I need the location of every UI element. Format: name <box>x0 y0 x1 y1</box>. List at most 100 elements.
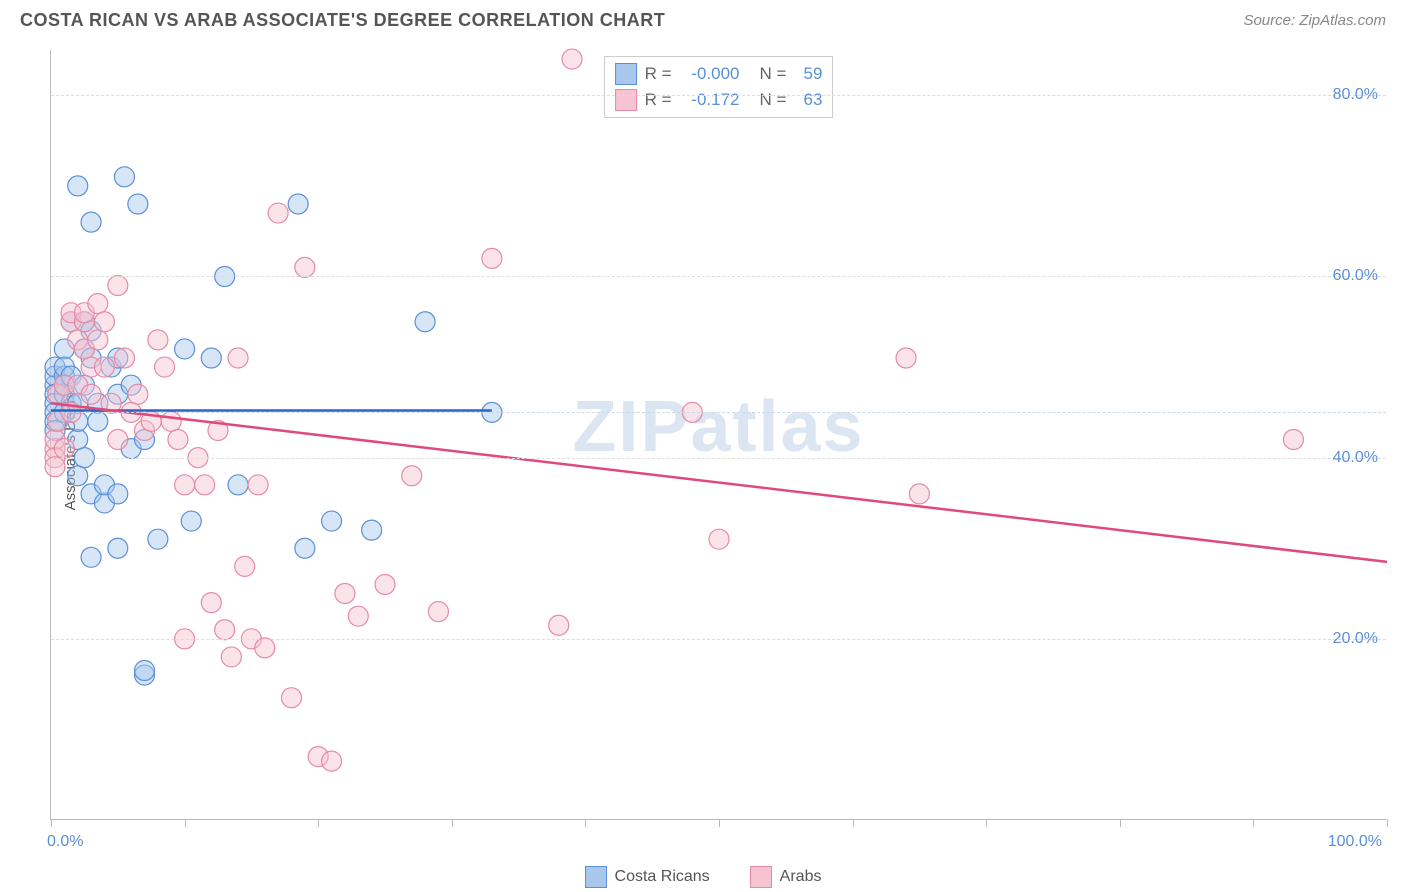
stat-n-label: N = <box>760 64 787 84</box>
ytick-label: 20.0% <box>1333 630 1378 648</box>
scatter-point <box>221 647 241 667</box>
scatter-point <box>81 547 101 567</box>
xtick <box>585 819 586 827</box>
scatter-point <box>896 348 916 368</box>
scatter-point <box>168 430 188 450</box>
scatter-point <box>322 511 342 531</box>
scatter-point <box>108 430 128 450</box>
ytick-label: 80.0% <box>1333 86 1378 104</box>
scatter-point <box>175 339 195 359</box>
xtick <box>986 819 987 827</box>
gridline <box>51 639 1386 640</box>
stats-legend: R = -0.000 N = 59 R = -0.172N = 63 <box>604 56 834 118</box>
scatter-plot <box>51 50 1386 819</box>
scatter-point <box>54 439 74 459</box>
legend-label: Arabs <box>780 868 822 886</box>
scatter-point <box>128 194 148 214</box>
xtick <box>1120 819 1121 827</box>
stat-r-label: R = <box>645 64 672 84</box>
scatter-point <box>228 348 248 368</box>
scatter-point <box>215 620 235 640</box>
legend-swatch-icon <box>615 63 637 85</box>
scatter-point <box>1283 430 1303 450</box>
scatter-point <box>235 556 255 576</box>
scatter-point <box>195 475 215 495</box>
stat-r-label: R = <box>645 90 672 110</box>
scatter-point <box>322 751 342 771</box>
scatter-point <box>201 593 221 613</box>
scatter-point <box>562 49 582 69</box>
scatter-point <box>295 538 315 558</box>
scatter-point <box>81 384 101 404</box>
scatter-point <box>94 312 114 332</box>
scatter-point <box>295 257 315 277</box>
scatter-point <box>288 194 308 214</box>
scatter-point <box>45 457 65 477</box>
scatter-point <box>108 276 128 296</box>
legend-item: Arabs <box>750 866 822 888</box>
scatter-point <box>155 357 175 377</box>
scatter-point <box>335 584 355 604</box>
xtick <box>452 819 453 827</box>
gridline-mid <box>51 412 1386 413</box>
gridline <box>51 276 1386 277</box>
legend-label: Costa Ricans <box>615 868 710 886</box>
stats-row: R = -0.172N = 63 <box>611 87 827 113</box>
scatter-point <box>375 574 395 594</box>
stat-n-value: 59 <box>794 64 822 84</box>
scatter-point <box>114 348 134 368</box>
legend-swatch-icon <box>615 89 637 111</box>
ytick-label: 60.0% <box>1333 267 1378 285</box>
xtick <box>51 819 52 827</box>
source-label: Source: ZipAtlas.com <box>1243 12 1386 29</box>
xtick <box>318 819 319 827</box>
scatter-point <box>114 167 134 187</box>
scatter-point <box>88 411 108 431</box>
scatter-point <box>402 466 422 486</box>
scatter-point <box>482 248 502 268</box>
scatter-point <box>415 312 435 332</box>
scatter-point <box>549 615 569 635</box>
chart-area: ZIPatlas R = -0.000N = 59R = -0.172N = 6… <box>50 50 1386 820</box>
scatter-point <box>81 212 101 232</box>
scatter-point <box>161 411 181 431</box>
scatter-point <box>68 176 88 196</box>
scatter-point <box>248 475 268 495</box>
scatter-point <box>228 475 248 495</box>
xtick-label: 100.0% <box>1328 833 1382 851</box>
scatter-point <box>94 357 114 377</box>
bottom-legend: Costa Ricans Arabs <box>0 866 1406 888</box>
stat-r-value: -0.000 <box>680 64 740 84</box>
scatter-point <box>128 384 148 404</box>
scatter-point <box>175 475 195 495</box>
gridline <box>51 95 1386 96</box>
xtick <box>719 819 720 827</box>
scatter-point <box>268 203 288 223</box>
stat-n-value: 63 <box>794 90 822 110</box>
stat-n-label: N = <box>760 90 787 110</box>
scatter-point <box>108 484 128 504</box>
scatter-point <box>201 348 221 368</box>
scatter-point <box>348 606 368 626</box>
scatter-point <box>88 330 108 350</box>
xtick <box>853 819 854 827</box>
ytick-label: 40.0% <box>1333 449 1378 467</box>
gridline <box>51 458 1386 459</box>
xtick <box>185 819 186 827</box>
scatter-point <box>148 529 168 549</box>
scatter-point <box>135 661 155 681</box>
scatter-point <box>428 602 448 622</box>
scatter-point <box>281 688 301 708</box>
scatter-point <box>909 484 929 504</box>
scatter-point <box>255 638 275 658</box>
xtick-label: 0.0% <box>47 833 83 851</box>
legend-swatch-icon <box>585 866 607 888</box>
scatter-point <box>148 330 168 350</box>
scatter-point <box>709 529 729 549</box>
scatter-point <box>362 520 382 540</box>
scatter-point <box>108 538 128 558</box>
xtick <box>1253 819 1254 827</box>
scatter-point <box>68 466 88 486</box>
stats-row: R = -0.000 N = 59 <box>611 61 827 87</box>
chart-title: COSTA RICAN VS ARAB ASSOCIATE'S DEGREE C… <box>20 10 665 31</box>
